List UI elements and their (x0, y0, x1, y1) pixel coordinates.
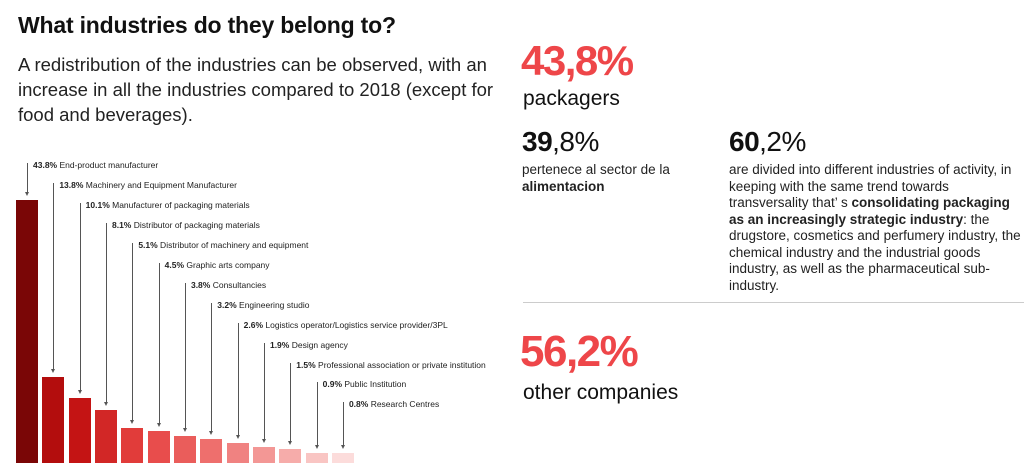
bar-4 (121, 427, 144, 463)
arrow-line-2 (79, 202, 81, 391)
arrow-line-12 (342, 402, 344, 446)
arrow-head-icon (25, 191, 29, 196)
arrow-line-10 (290, 362, 292, 442)
bar-value-label: 0.8% (348, 399, 369, 410)
arrow-head-icon (261, 438, 266, 443)
stat-food-value: 39,8% (522, 126, 599, 157)
bar-label-11: 0.9% Public Institution (323, 379, 407, 389)
bar-7 (200, 439, 223, 463)
stat-other-label: other companies (523, 381, 679, 404)
bar-value-label: 3.8% (190, 279, 211, 290)
bar-value-label: 3.2% (217, 299, 237, 310)
bar-value-label: 2.6% (243, 319, 263, 330)
bar-category-label: Manufacturer of packaging materials (109, 199, 250, 210)
bar-category-label: Logistics operator/Logistics service pro… (263, 319, 448, 330)
stat-industries-block: 60,2% are divided into different industr… (729, 128, 1021, 294)
bar-label-7: 3.2% Engineering studio (217, 300, 309, 310)
bar-category-label: Distributor of machinery and equipment (157, 239, 309, 250)
bar-label-4: 5.1% Distributor of machinery and equipm… (138, 240, 308, 250)
bar-value-label: 1.5% (296, 359, 316, 370)
bar-category-label: End-product manufacturer (57, 160, 159, 170)
bar-1 (42, 376, 65, 463)
arrow-line-8 (237, 322, 239, 435)
arrow-head-icon (182, 427, 187, 432)
bar-label-6: 3.8% Consultancies (191, 280, 266, 290)
stat-food-block: 39,8% pertenece al sector de la alimenta… (522, 128, 717, 195)
stat-industries-text: are divided into different industries of… (729, 162, 1021, 293)
arrow-line-4 (132, 242, 134, 420)
bar-category-label: Distributor of packaging materials (131, 219, 260, 230)
arrow-head-icon (314, 444, 319, 449)
bar-6 (173, 435, 196, 463)
bar-label-2: 10.1% Manufacturer of packaging material… (86, 200, 250, 210)
arrow-line-5 (158, 262, 160, 424)
bar-category-label: Public Institution (342, 379, 407, 390)
stat-industries-value: 60,2% (729, 126, 806, 157)
industries-bar-chart: 43.8% End-product manufacturer 13.8% Mach… (0, 160, 520, 463)
bar-12 (331, 453, 354, 463)
bar-category-label: Machinery and Equipment Manufacturer (83, 179, 237, 190)
bar-label-3: 8.1% Distributor of packaging materials (112, 220, 260, 230)
bar-value-label: 10.1% (85, 199, 110, 210)
arrow-head-icon (77, 390, 82, 395)
bar-label-9: 1.9% Design agency (270, 340, 348, 350)
arrow-head-icon (156, 423, 161, 428)
arrow-line-3 (105, 222, 107, 403)
stat-food-caption: pertenece al sector de la alimentacion (522, 162, 670, 194)
page-title: What industries do they belong to? (18, 12, 396, 38)
bar-category-label: Graphic arts company (184, 259, 270, 270)
stat-packagers-label: packagers (523, 87, 620, 110)
bar-category-label: Design agency (289, 339, 348, 350)
bar-3 (94, 410, 117, 463)
bar-2 (68, 398, 91, 463)
bar-value-label: 8.1% (111, 219, 132, 230)
bar-5 (147, 431, 170, 463)
arrow-line-6 (184, 282, 186, 428)
bar-value-label: 0.9% (322, 379, 342, 390)
bar-11 (305, 452, 328, 463)
arrow-line-9 (263, 342, 265, 439)
arrow-head-icon (235, 434, 240, 439)
arrow-head-icon (288, 441, 293, 446)
bar-value-label: 4.5% (164, 259, 185, 270)
bar-label-5: 4.5% Graphic arts company (165, 260, 270, 270)
arrow-head-icon (340, 445, 345, 450)
bar-label-1: 13.8% Machinery and Equipment Manufactur… (59, 180, 237, 190)
bar-10 (279, 449, 302, 463)
bar-label-0: 43.8% End-product manufacturer (33, 160, 158, 170)
bar-category-label: Engineering studio (236, 299, 310, 310)
bar-value-label: 5.1% (138, 239, 158, 250)
arrow-line-11 (316, 382, 318, 445)
arrow-line-1 (53, 182, 55, 369)
arrow-head-icon (51, 368, 56, 373)
arrow-line-7 (211, 302, 213, 432)
bar-value-label: 13.8% (59, 179, 84, 190)
bar-8 (226, 442, 249, 463)
bar-9 (252, 446, 275, 463)
section-divider (523, 302, 1024, 303)
arrow-head-icon (209, 431, 214, 436)
bar-category-label: Professional association or private inst… (315, 359, 486, 370)
arrow-head-icon (130, 419, 135, 424)
intro-text: A redistribution of the industries can b… (18, 54, 494, 125)
bar-label-10: 1.5% Professional association or private… (296, 360, 485, 370)
stat-packagers-value: 43,8% (521, 37, 634, 84)
bar-category-label: Consultancies (210, 279, 267, 290)
bar-label-12: 0.8% Research Centres (349, 399, 439, 409)
arrow-head-icon (103, 402, 108, 407)
bar-value-label: 1.9% (269, 339, 290, 350)
bar-value-label: 43.8% (33, 160, 58, 170)
bar-category-label: Research Centres (368, 399, 440, 410)
bar-0 (16, 199, 38, 463)
arrow-line-0 (27, 163, 28, 192)
bar-label-8: 2.6% Logistics operator/Logistics servic… (244, 320, 448, 330)
stat-other-value: 56,2% (520, 327, 639, 376)
